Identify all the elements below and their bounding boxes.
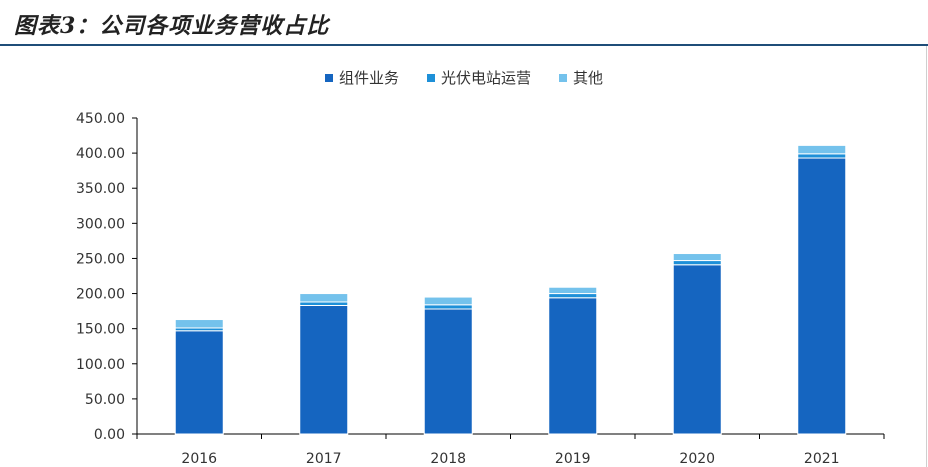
bar-2017-series-2 (299, 293, 349, 303)
x-tick-label: 2018 (430, 451, 466, 467)
legend-label-pv-station: 光伏电站运营 (440, 69, 531, 87)
bar-2020-series-2 (672, 253, 722, 262)
figure-header: 图表3：公司各项业务营收占比 (0, 0, 928, 46)
legend-item-other: 其他 (559, 67, 603, 88)
y-tick-label: 100.00 (76, 357, 125, 373)
bar-2018-series-1 (423, 304, 473, 310)
bar-2020-series-1 (672, 260, 722, 266)
y-tick-label: 50.00 (85, 392, 125, 408)
bar-2021-series-0 (797, 157, 847, 435)
x-tick-label: 2021 (804, 451, 840, 467)
legend-swatch-pv-station (426, 73, 435, 82)
figure-title: 图表3：公司各项业务营收占比 (14, 13, 330, 39)
x-tick-label: 2017 (306, 451, 342, 467)
x-tick-label: 2019 (555, 451, 591, 467)
chart-frame (0, 46, 927, 467)
bar-2018-series-0 (423, 308, 473, 435)
legend-label-other: 其他 (573, 69, 604, 87)
x-tick-label: 2020 (679, 451, 715, 467)
legend-item-pv-station: 光伏电站运营 (426, 67, 531, 88)
y-tick-label: 0.00 (94, 427, 125, 443)
y-tick-label: 150.00 (76, 322, 125, 338)
y-tick-label: 350.00 (76, 181, 125, 197)
x-tick-label: 2016 (181, 451, 217, 467)
legend-swatch-components (324, 73, 333, 82)
bar-2018-series-2 (423, 296, 473, 306)
bar-2019-series-2 (548, 286, 598, 295)
y-tick-label: 250.00 (76, 251, 125, 267)
bar-2021-series-1 (797, 153, 847, 159)
bar-2016-series-2 (174, 319, 224, 329)
y-tick-label: 450.00 (76, 111, 125, 127)
bar-2021-series-2 (797, 144, 847, 155)
legend-swatch-other (559, 73, 567, 82)
bar-2019-series-1 (548, 293, 598, 299)
bar-2017-series-0 (299, 304, 349, 435)
y-tick-label: 300.00 (76, 216, 125, 232)
bar-2020-series-0 (672, 264, 722, 435)
legend-label-components: 组件业务 (338, 69, 399, 87)
bar-2016-series-0 (174, 330, 224, 435)
y-tick-label: 400.00 (76, 146, 125, 162)
chart-legend: 组件业务 光伏电站运营 其他 (0, 67, 928, 88)
legend-item-components: 组件业务 (324, 67, 399, 88)
bar-2017-series-1 (299, 301, 349, 306)
y-tick-label: 200.00 (76, 287, 125, 303)
bar-2019-series-0 (548, 297, 598, 435)
